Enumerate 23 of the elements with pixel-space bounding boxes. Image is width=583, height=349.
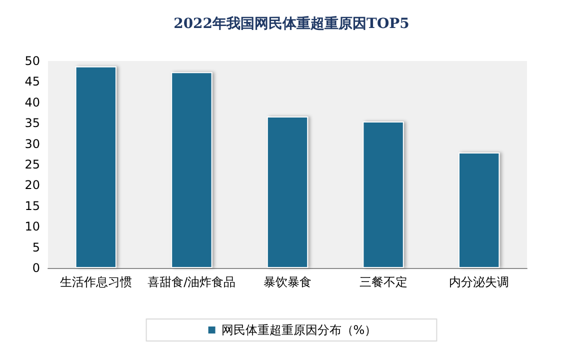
y-tick-label: 20	[24, 178, 40, 192]
y-tick-label: 0	[32, 261, 40, 275]
y-tick-label: 5	[32, 240, 40, 254]
bar	[266, 116, 308, 268]
y-tick-label: 15	[24, 198, 40, 213]
x-tick-label: 喜甜食/油炸食品	[148, 275, 236, 289]
y-tick-label: 35	[24, 116, 40, 130]
bar	[171, 72, 212, 268]
y-tick-label: 30	[24, 136, 40, 151]
y-tick-label: 40	[24, 95, 40, 110]
y-tick-label: 25	[24, 158, 40, 172]
x-tick-label: 三餐不定	[359, 275, 408, 289]
x-tick-label: 内分泌失调	[449, 275, 510, 289]
x-tick-label: 生活作息习惯	[60, 275, 132, 289]
bar	[458, 152, 500, 268]
legend-label: 网民体重超重原因分布（%）	[221, 323, 377, 337]
y-tick-label: 50	[24, 54, 40, 68]
bar	[75, 66, 116, 268]
x-tick-label: 暴饮暴食	[264, 275, 312, 289]
y-tick-label: 10	[24, 220, 40, 234]
y-tick-label: 45	[24, 74, 40, 89]
bar	[362, 121, 404, 268]
chart-title: 2022年我国网民体重超重原因TOP5	[174, 16, 410, 32]
